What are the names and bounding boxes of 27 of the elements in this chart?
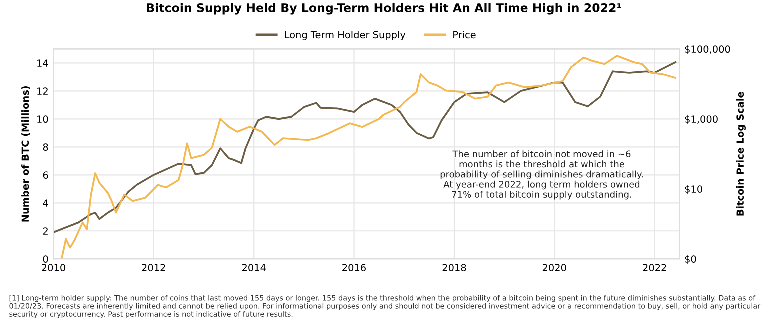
x-tick-label: 2010 xyxy=(42,264,66,272)
y-tick-label: 14 xyxy=(38,60,48,67)
y2-tick-label: $100,000 xyxy=(685,46,730,54)
x-tick-label: 2020 xyxy=(542,264,566,272)
y2-tick-label: $1,000 xyxy=(685,115,718,124)
y-tick-label: 6 xyxy=(43,172,48,179)
y2-axis-title: Bitcoin Price Log Scale xyxy=(736,92,746,216)
y-tick-label: 10 xyxy=(38,116,48,124)
y2-tick-label: $0 xyxy=(685,255,696,264)
x-tick-label: 2012 xyxy=(142,264,166,272)
y-axis-title: Number of BTC (Millions) xyxy=(22,86,30,222)
chart-title: Bitcoin Supply Held By Long-Term Holders Hit An All Time High in 2022¹ xyxy=(147,3,622,15)
x-tick-label: 2018 xyxy=(442,264,466,272)
annotation: The number of bitcoin not moved in ~6 months is the threshold at which the probability of selling diminishes dramatically. At year-end 2022, long term holders owned 71% of total bitcoin supply outstanding. xyxy=(440,150,643,200)
y-tick-label: 4 xyxy=(43,200,48,207)
y2-tick-label: $10 xyxy=(685,185,702,194)
y-tick-label: 8 xyxy=(43,144,48,151)
x-tick-label: 2022 xyxy=(643,264,666,272)
y-tick-label: 0 xyxy=(43,256,48,263)
x-tick-label: 2016 xyxy=(342,264,366,272)
legend-label: Long Term Holder Supply xyxy=(285,31,406,40)
y-tick-label: 2 xyxy=(43,228,48,235)
x-tick-label: 2014 xyxy=(242,264,266,272)
line-series xyxy=(54,62,676,234)
legend-label: Price xyxy=(454,31,476,39)
y-tick-label: 12 xyxy=(38,88,48,95)
line-series xyxy=(60,55,676,260)
